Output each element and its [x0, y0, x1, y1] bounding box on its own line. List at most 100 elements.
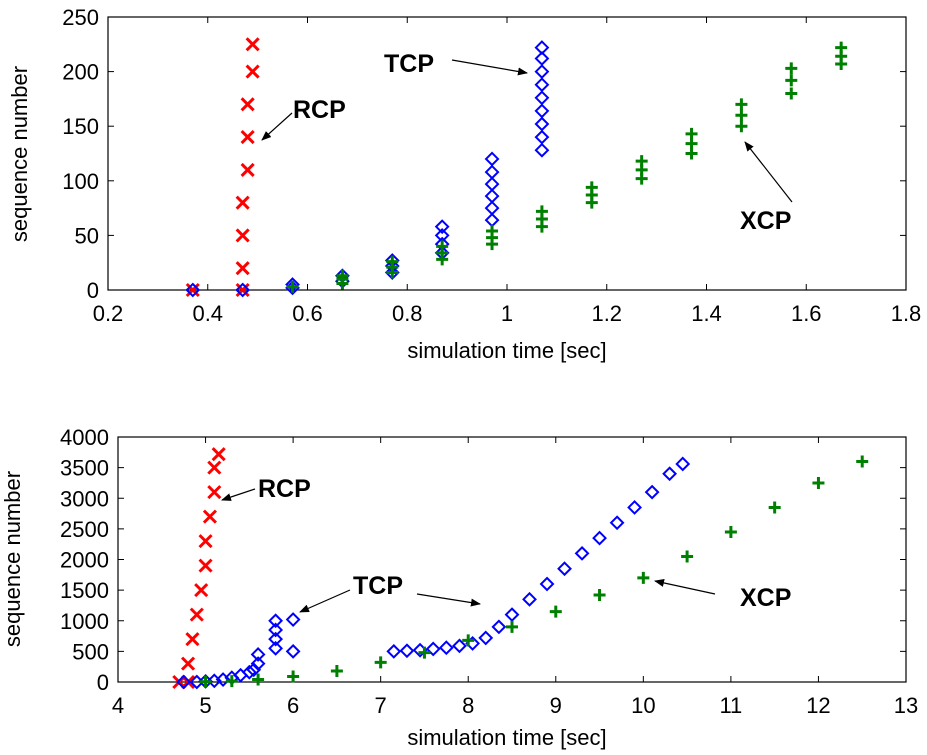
annotation-label: XCP	[740, 584, 791, 612]
x-tick-label: 13	[894, 693, 918, 718]
data-point-rcp	[207, 460, 222, 475]
data-point-rcp	[189, 607, 204, 622]
data-marks	[185, 37, 848, 298]
data-point-tcp	[185, 282, 201, 298]
series-xcp	[199, 455, 869, 688]
data-point-xcp	[462, 634, 475, 647]
annotation-arrow	[416, 593, 481, 607]
annotation-label: TCP	[384, 50, 434, 78]
x-tick-label: 0.6	[292, 301, 323, 326]
data-point-rcp	[180, 674, 196, 690]
data-point-tcp	[609, 515, 625, 531]
data-point-tcp	[250, 647, 266, 662]
data-point-rcp	[245, 64, 260, 79]
y-tick-label: 2000	[60, 548, 109, 573]
data-point-xcp	[199, 675, 212, 688]
data-point-tcp	[644, 484, 660, 500]
annotation-arrow	[744, 141, 793, 203]
data-point-tcp	[484, 164, 500, 180]
data-point-rcp	[235, 282, 250, 298]
annotation-tcp: TCP	[384, 50, 528, 78]
data-point-tcp	[534, 103, 550, 119]
data-point-xcp	[735, 120, 748, 133]
y-ticks: 0 500 1000 1500 2000 2500 3000 3500 4000	[60, 425, 906, 695]
data-point-tcp	[478, 630, 494, 646]
data-point-tcp	[484, 200, 500, 216]
annotation-label: RCP	[258, 475, 311, 503]
data-point-tcp	[386, 643, 402, 659]
data-point-xcp	[418, 646, 431, 659]
data-point-xcp	[330, 664, 343, 677]
x-tick-label: 1.8	[891, 301, 922, 326]
data-point-xcp	[685, 127, 698, 140]
data-point-tcp	[268, 622, 284, 638]
y-tick-label: 500	[72, 639, 109, 664]
data-point-tcp	[534, 40, 550, 55]
annotation-arrow	[299, 589, 351, 613]
data-point-tcp	[484, 212, 500, 228]
data-point-rcp	[211, 447, 226, 462]
data-point-tcp	[539, 576, 555, 592]
data-point-tcp	[235, 282, 251, 298]
plot-area	[107, 16, 907, 291]
data-point-xcp	[486, 225, 499, 238]
y-tick-label: 0	[87, 278, 99, 303]
data-point-xcp	[768, 501, 781, 514]
y-tick-label: 3500	[60, 456, 109, 481]
annotation-arrow	[261, 112, 293, 141]
x-tick-label: 1	[501, 301, 513, 326]
data-point-rcp	[185, 282, 200, 298]
data-point-tcp	[504, 607, 520, 623]
data-point-tcp	[592, 530, 607, 546]
data-point-xcp	[287, 670, 300, 683]
plot-area	[117, 436, 907, 683]
data-point-tcp	[268, 631, 284, 647]
x-tick-label: 1.4	[691, 301, 722, 326]
data-point-tcp	[534, 129, 550, 145]
data-point-tcp	[491, 619, 507, 635]
data-point-tcp	[434, 219, 450, 235]
data-point-tcp	[675, 456, 691, 472]
data-point-xcp	[386, 255, 399, 268]
data-point-xcp	[681, 550, 694, 563]
data-point-tcp	[176, 674, 192, 690]
data-point-tcp	[484, 176, 500, 192]
data-point-rcp	[185, 632, 200, 647]
data-point-xcp	[835, 41, 848, 54]
data-point-tcp	[627, 500, 642, 515]
annotation-rcp: RCP	[261, 96, 346, 141]
data-point-tcp	[285, 643, 301, 659]
x-ticks: 4 5 6 7 8 9 10 11 12 13	[112, 437, 918, 718]
data-point-tcp	[534, 90, 550, 106]
data-point-rcp	[194, 583, 209, 598]
data-point-xcp	[856, 455, 869, 468]
data-point-xcp	[785, 62, 798, 75]
data-point-xcp	[735, 98, 748, 111]
y-tick-label: 150	[62, 114, 99, 139]
data-point-tcp	[285, 612, 301, 627]
annotation-rcp: RCP	[221, 475, 311, 503]
x-ticks: 0.2 0.4 0.6 0.8 1 1.2 1.4 1.6 1.8	[93, 17, 922, 326]
data-point-xcp	[336, 269, 349, 282]
x-axis-label: simulation time [sec]	[407, 338, 606, 363]
data-point-tcp	[241, 664, 257, 680]
data-point-xcp	[585, 181, 598, 194]
y-tick-label: 1000	[60, 609, 109, 634]
x-tick-label: 12	[806, 693, 830, 718]
y-tick-label: 3000	[60, 486, 109, 511]
data-point-xcp	[252, 673, 265, 686]
x-tick-label: 9	[550, 693, 562, 718]
data-point-rcp	[235, 228, 250, 243]
data-point-tcp	[399, 643, 415, 659]
data-point-tcp	[522, 591, 537, 607]
data-point-rcp	[207, 485, 222, 500]
y-tick-label: 200	[62, 60, 99, 85]
data-point-rcp	[180, 656, 196, 671]
data-point-xcp	[374, 656, 387, 669]
x-tick-label: 1.2	[591, 301, 622, 326]
data-point-tcp	[534, 77, 550, 93]
series-rcp	[185, 37, 260, 298]
x-tick-label: 10	[631, 693, 655, 718]
data-point-xcp	[506, 620, 518, 633]
